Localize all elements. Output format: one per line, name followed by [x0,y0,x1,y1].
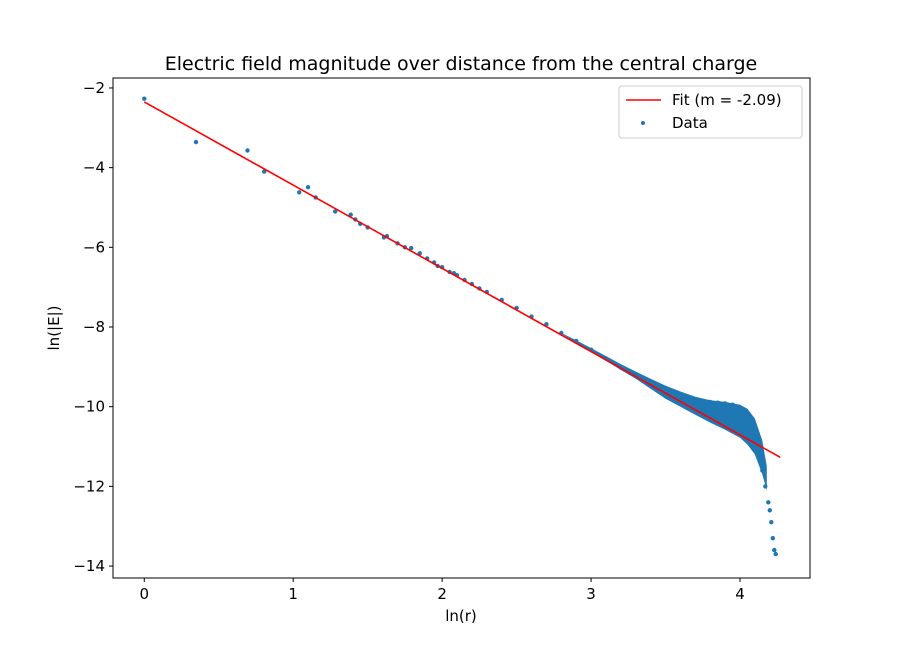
data-point [769,520,774,525]
legend-box [618,85,803,139]
data-point [678,394,683,399]
data-spread-band [561,333,767,491]
data-point [763,484,768,489]
data-point [773,551,778,557]
y-tick-label: −12 [73,477,105,495]
data-point [757,452,762,457]
data-point [754,438,759,443]
data-point [245,148,250,153]
data-point [693,398,698,403]
y-tick-label: −8 [83,318,105,336]
data-point [262,169,267,174]
y-axis-label: ln(|E|) [45,306,63,351]
y-tick-label: −6 [83,238,105,256]
y-tick-label: −2 [83,79,105,97]
legend-fit-label: Fit (m = -2.09) [672,91,782,109]
y-tick-label: −10 [73,398,105,416]
data-point [745,414,750,419]
x-tick-label: 3 [586,585,596,603]
x-tick-label: 0 [140,585,150,603]
data-point [333,209,338,214]
x-tick-label: 2 [437,585,447,603]
data-point [730,402,735,407]
x-tick-label: 4 [735,585,745,603]
data-band-area [561,333,767,491]
data-point [409,245,414,251]
data-point [749,424,755,429]
data-point [766,500,771,505]
data-point [737,406,743,411]
y-axis-ticks: −14 −12 −10 −8 −6 −4 −2 [73,79,113,575]
x-axis-ticks: 0 1 2 3 4 [140,578,745,603]
chart-title: Electric field magnitude over distance f… [165,53,758,75]
data-point [722,401,728,406]
data-point [772,547,777,553]
y-tick-label: −4 [83,159,105,177]
legend-data-swatch [641,121,645,125]
data-point [305,185,311,190]
data-point [715,400,720,405]
fit-line-group [143,101,781,458]
data-points [142,96,778,557]
legend: Fit (m = -2.09) Data [618,85,803,139]
data-point [770,536,775,541]
data-point [708,399,713,405]
plot-area [113,78,810,578]
plot-frame [112,77,811,579]
x-axis-label: ln(r) [445,607,477,625]
data-point [760,468,765,473]
data-point [767,508,772,513]
y-tick-label: −14 [73,557,105,575]
x-tick-label: 1 [288,585,298,603]
data-point [193,139,199,145]
legend-data-label: Data [672,114,708,132]
data-point [142,96,147,101]
fit-line [143,101,781,458]
data-point [297,190,302,195]
